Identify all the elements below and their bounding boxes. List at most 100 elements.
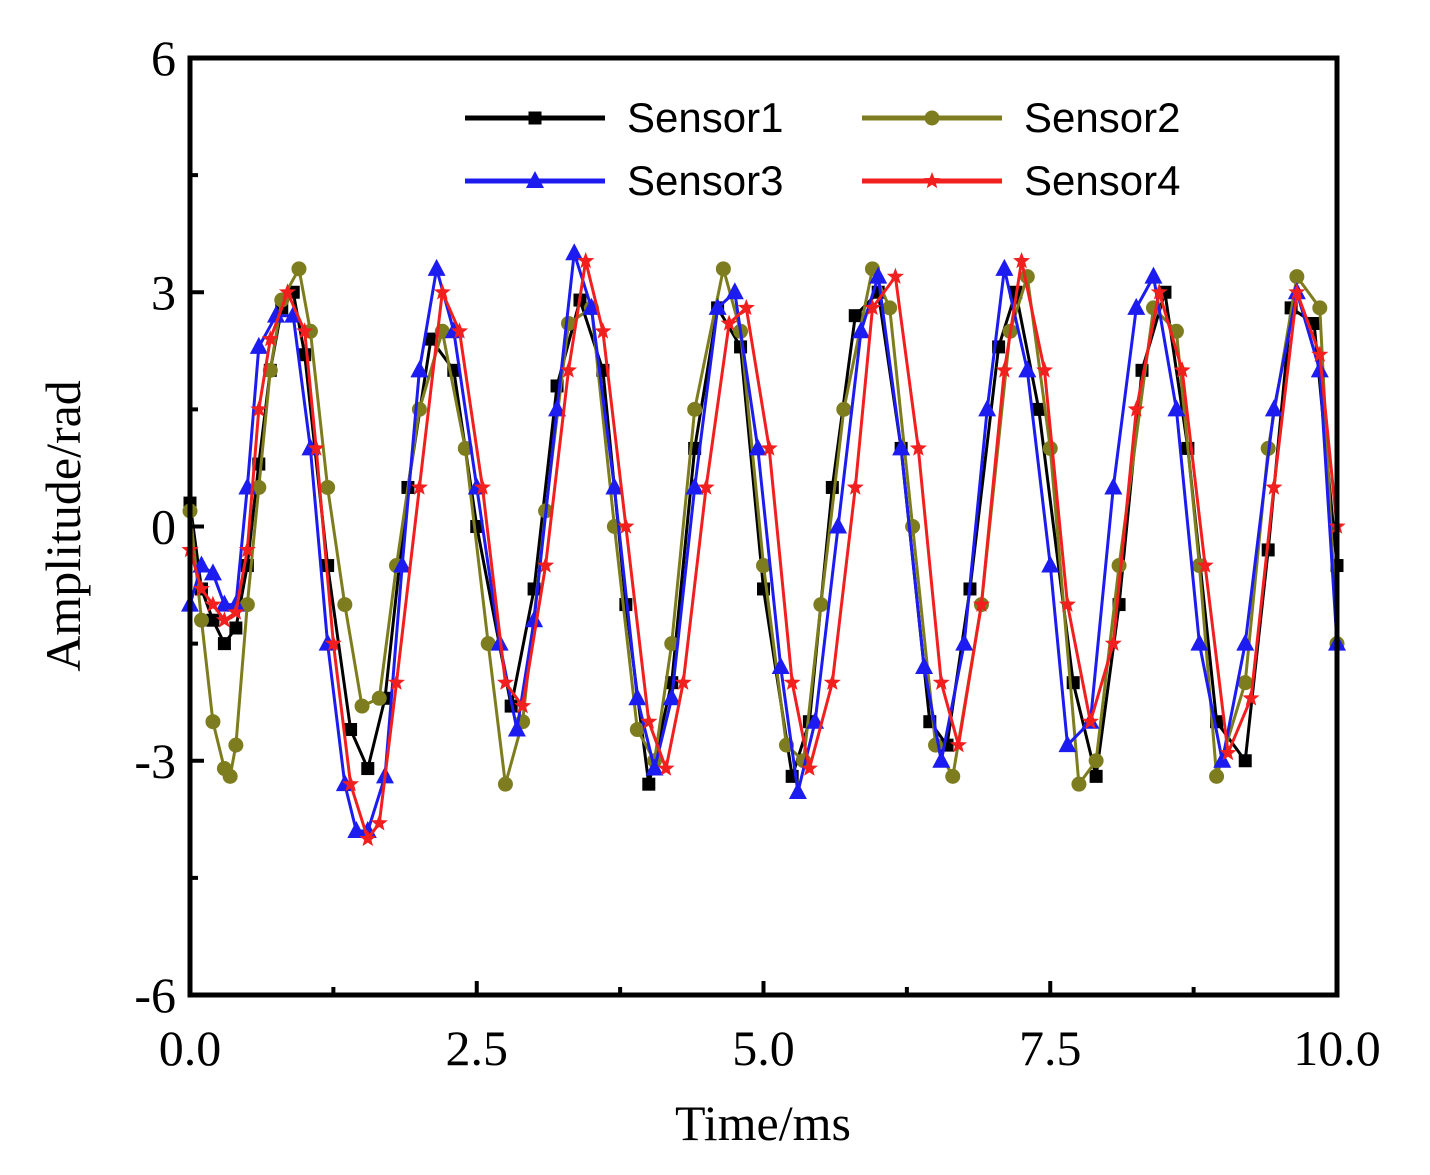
data-point xyxy=(1144,266,1163,284)
data-point xyxy=(1289,269,1305,285)
data-point xyxy=(932,673,950,690)
data-point xyxy=(836,401,852,417)
data-point xyxy=(203,563,222,581)
data-point xyxy=(371,690,387,706)
data-point xyxy=(1167,399,1186,417)
data-point xyxy=(1242,689,1260,706)
data-point xyxy=(886,267,904,284)
data-point xyxy=(756,558,771,574)
legend-marker xyxy=(923,172,941,189)
data-point xyxy=(629,722,645,738)
legend-item-sensor4: Sensor4 xyxy=(862,157,1180,204)
data-point xyxy=(645,758,664,776)
data-point xyxy=(1219,743,1237,761)
data-point xyxy=(525,610,544,628)
data-point xyxy=(1209,768,1225,784)
data-point xyxy=(424,332,438,346)
data-point xyxy=(1058,595,1076,612)
data-point xyxy=(393,555,412,573)
data-point xyxy=(800,759,818,776)
x-tick-label: 5.0 xyxy=(732,1020,795,1076)
data-point xyxy=(737,298,755,316)
data-point xyxy=(427,258,446,276)
data-point xyxy=(685,477,704,495)
data-point xyxy=(783,673,801,690)
data-point xyxy=(1265,478,1283,495)
data-point xyxy=(1071,776,1087,792)
data-point xyxy=(215,594,234,612)
data-point xyxy=(1081,712,1099,729)
data-point xyxy=(342,775,360,792)
data-point xyxy=(215,611,233,628)
data-point xyxy=(674,673,692,690)
data-point xyxy=(642,777,656,791)
data-point xyxy=(1196,556,1214,573)
data-point xyxy=(205,714,221,730)
data-point xyxy=(560,361,578,378)
legend-label: Sensor3 xyxy=(627,157,783,204)
data-point xyxy=(410,360,429,378)
legend-label: Sensor2 xyxy=(1024,94,1180,141)
data-point xyxy=(594,322,612,339)
y-tick-label: -6 xyxy=(134,967,176,1023)
data-point xyxy=(708,297,727,315)
data-point xyxy=(720,314,738,331)
data-point xyxy=(972,595,990,612)
data-point xyxy=(227,603,245,620)
data-point xyxy=(217,637,231,651)
data-point xyxy=(892,438,911,456)
data-point xyxy=(657,759,675,776)
data-point xyxy=(846,478,864,495)
data-point xyxy=(354,698,370,714)
data-point xyxy=(955,633,974,651)
data-point xyxy=(291,261,307,277)
data-point xyxy=(909,439,927,456)
y-tick-label: -3 xyxy=(134,733,176,789)
data-point xyxy=(1127,400,1145,417)
data-point xyxy=(206,613,220,627)
data-point xyxy=(823,673,841,690)
data-point xyxy=(1058,735,1077,753)
y-axis-title: Amplitude/rad xyxy=(35,380,91,672)
data-point xyxy=(577,252,595,269)
legend-marker xyxy=(526,171,544,188)
data-point xyxy=(1150,283,1168,300)
data-point xyxy=(995,258,1014,276)
data-point xyxy=(1311,345,1329,362)
data-point xyxy=(848,309,862,323)
data-point xyxy=(250,400,268,417)
data-point xyxy=(324,634,342,651)
data-point xyxy=(1237,675,1253,691)
x-tick-label: 7.5 xyxy=(1019,1020,1082,1076)
data-point xyxy=(1238,754,1252,768)
data-point xyxy=(697,478,715,495)
legend: Sensor1 Sensor2 Sensor3 Sensor4 xyxy=(465,94,1180,204)
data-point xyxy=(251,479,267,495)
data-point xyxy=(192,580,210,597)
data-point xyxy=(715,261,731,277)
data-point xyxy=(949,736,967,753)
data-point xyxy=(548,399,567,417)
x-tick-label: 2.5 xyxy=(446,1020,509,1076)
data-point xyxy=(829,516,848,534)
data-point xyxy=(915,657,934,675)
data-point xyxy=(1013,252,1031,269)
data-point xyxy=(537,556,555,573)
y-tick-label: 6 xyxy=(151,30,176,86)
data-point xyxy=(617,517,635,534)
y-tick-label: 0 xyxy=(151,499,176,555)
data-point xyxy=(851,321,870,339)
data-point xyxy=(278,283,297,300)
data-point xyxy=(238,540,256,558)
series-layer xyxy=(181,243,1346,847)
legend-item-sensor3: Sensor3 xyxy=(465,157,783,204)
data-point xyxy=(307,439,325,456)
data-point xyxy=(825,480,839,494)
data-point xyxy=(480,636,496,652)
data-point xyxy=(605,477,624,495)
legend-label: Sensor1 xyxy=(627,94,783,141)
data-point xyxy=(296,322,314,339)
data-point xyxy=(226,594,245,612)
data-point xyxy=(261,330,279,347)
data-point xyxy=(249,336,268,354)
